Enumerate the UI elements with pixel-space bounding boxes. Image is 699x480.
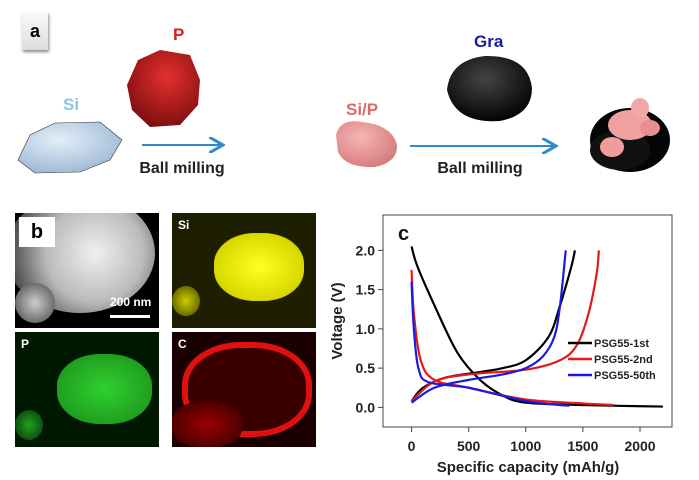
x-tick-label: 0 bbox=[408, 438, 416, 454]
scale-bar bbox=[110, 315, 150, 318]
series-PSG55-1st-discharge bbox=[410, 246, 663, 408]
gra-label: Gra bbox=[474, 32, 504, 51]
c-map: C bbox=[172, 332, 316, 447]
y-axis-label: Voltage (V) bbox=[329, 282, 346, 359]
panel-a-schematic bbox=[17, 50, 670, 174]
x-axis-label: Specific capacity (mAh/g) bbox=[437, 459, 620, 476]
sip-label: Si/P bbox=[346, 100, 379, 119]
series-PSG55-50th-charge bbox=[410, 250, 567, 404]
y-tick-label: 0.5 bbox=[356, 360, 376, 376]
step1-label: Ball milling bbox=[139, 160, 225, 177]
series-PSG55-50th-discharge bbox=[410, 281, 570, 407]
scale-bar-label: 200 nm bbox=[110, 295, 152, 309]
voltage-profile-chart: c 0 500 1000 1500 2000 0.0 0.5 1.0 1.5 2.0 PSG55-… bbox=[329, 214, 673, 476]
panel-c-label: c bbox=[398, 223, 409, 245]
y-tick-label: 0.0 bbox=[356, 399, 376, 415]
p-map: P bbox=[15, 332, 159, 447]
y-tick-label: 1.0 bbox=[356, 321, 376, 337]
x-tick-label: 2000 bbox=[624, 438, 655, 454]
haadf-image: b 200 nm bbox=[15, 213, 159, 328]
p-label: P bbox=[173, 25, 185, 44]
c-map-label: C bbox=[178, 337, 187, 351]
gra-particle bbox=[447, 55, 532, 122]
y-tick-label: 1.5 bbox=[356, 282, 376, 298]
x-tick-label: 1500 bbox=[567, 438, 598, 454]
sip-graphite-composite bbox=[590, 98, 670, 172]
x-tick-label: 500 bbox=[457, 438, 481, 454]
legend-label: PSG55-50th bbox=[594, 370, 656, 382]
sip-particle bbox=[336, 121, 398, 168]
series-PSG55-1st-charge bbox=[410, 250, 576, 402]
plot-frame bbox=[382, 214, 673, 428]
panel-b-label: b bbox=[19, 217, 55, 247]
p-particle bbox=[127, 50, 200, 127]
legend-label: PSG55-2nd bbox=[594, 354, 653, 366]
si-label: Si bbox=[63, 95, 80, 114]
series-PSG55-2nd-charge bbox=[410, 250, 600, 402]
si-particle bbox=[17, 121, 123, 174]
si-map: Si bbox=[172, 213, 316, 328]
x-tick-label: 1000 bbox=[510, 438, 541, 454]
p-map-label: P bbox=[21, 337, 30, 351]
panel-a-label: a bbox=[22, 12, 48, 50]
legend-label: PSG55-1st bbox=[594, 338, 649, 350]
si-map-label: Si bbox=[178, 218, 190, 232]
y-tick-label: 2.0 bbox=[356, 242, 376, 258]
step2-label: Ball milling bbox=[437, 160, 523, 177]
